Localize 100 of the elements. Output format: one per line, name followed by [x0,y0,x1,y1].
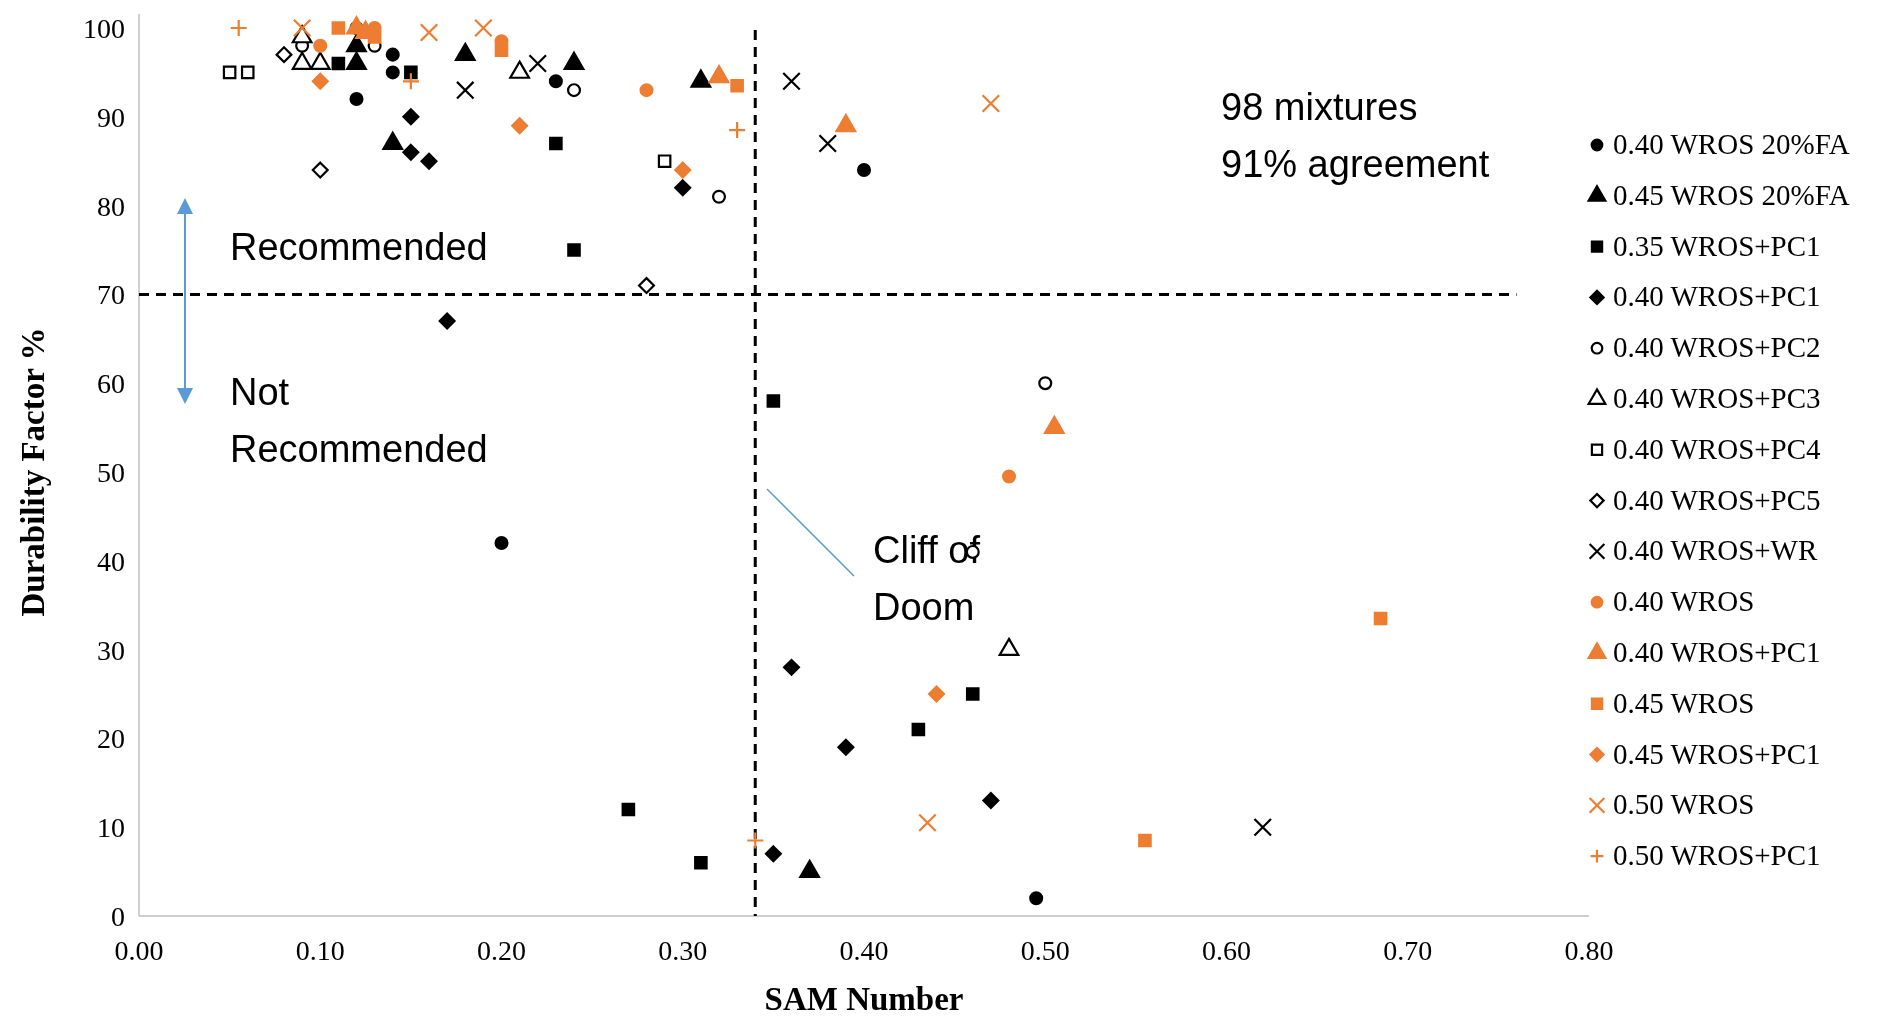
point [1029,891,1044,906]
point [402,143,420,161]
x-tick-label: 0.30 [658,935,708,966]
x-tick-label: 0.20 [477,935,526,966]
point [747,832,764,849]
point [766,394,781,408]
y-tick-label: 0 [111,901,125,932]
point [455,80,475,100]
point [349,92,364,107]
point [420,152,438,170]
point [1253,817,1273,837]
point [764,845,782,863]
y-tick-label: 10 [97,812,125,844]
y-tick-label: 90 [97,101,125,133]
point [1373,611,1388,626]
point [729,122,746,139]
y-tick-label: 20 [97,723,125,755]
point [311,72,329,90]
point [367,30,382,44]
y-tick-label: 100 [83,13,125,44]
x-tick-label: 0.50 [1020,935,1070,966]
point [837,738,855,756]
point [566,83,582,98]
x-tick-label: 0.80 [1564,935,1614,966]
point [275,46,293,64]
legend-label: 0.45 WROS 20%FA [1613,178,1850,211]
point [782,658,801,676]
point [856,163,872,178]
point [567,243,581,257]
y-tick-label: 30 [97,634,125,666]
annotation: Recommended [230,226,488,268]
legend-label: 0.40 WROS+PC4 [1613,432,1822,465]
legend-label: 0.45 WROS+PC1 [1613,737,1821,770]
y-tick-label: 60 [97,368,125,400]
x-tick-label: 0.60 [1202,935,1251,966]
legend-label: 0.50 WROS [1613,788,1755,821]
point [711,189,727,204]
y-axis-title: Durability Factor % [15,327,51,617]
legend-label: 0.45 WROS [1613,686,1755,719]
annotation: Not Recommended [230,371,488,470]
annotation: 98 mixtures [1221,86,1418,128]
point [402,108,420,126]
legend-label: 0.40 WROS+PC3 [1613,382,1821,414]
point [313,38,328,53]
point [730,78,744,93]
point [494,43,509,57]
point [657,154,672,168]
point [292,18,312,38]
point [694,855,708,870]
point [331,21,346,35]
point [511,117,529,135]
point [818,134,838,153]
y-tick-label: 40 [97,545,125,577]
legend-label: 0.40 WROS [1613,585,1755,618]
point [1001,469,1017,484]
point [419,23,439,42]
point [1038,376,1053,391]
point [637,277,656,295]
y-tick-label: 50 [97,457,125,488]
legend-label: 0.40 WROS 20%FA [1613,128,1850,160]
point [385,47,400,62]
y-tick-label: 70 [97,279,125,311]
point [911,722,926,737]
point [674,161,692,179]
point [331,56,346,71]
point [982,792,1000,810]
annotation: 91% agreement [1221,143,1490,185]
point [965,687,980,701]
legend-label: 0.40 WROS+PC1 [1613,280,1821,313]
legend-label: 0.40 WROS+PC1 [1613,636,1821,668]
point [621,802,636,817]
point [548,74,563,89]
x-axis-title: SAM Number [764,981,964,1017]
legend-label: 0.40 WROS+WR [1613,534,1818,567]
x-tick-label: 0.00 [114,935,164,966]
point [474,18,493,38]
point [782,71,801,91]
x-tick-label: 0.70 [1383,935,1433,966]
point [240,65,255,80]
point [981,94,1001,113]
point [402,73,419,90]
point [674,179,692,197]
point [222,65,237,80]
point [639,83,654,98]
point [385,65,400,80]
point [927,685,946,703]
point [230,20,247,36]
point [438,312,456,330]
point [549,136,563,151]
x-tick-label: 0.10 [295,935,345,966]
legend-label: 0.50 WROS+PC1 [1613,839,1821,872]
y-tick-label: 80 [97,190,125,222]
x-tick-label: 0.40 [839,935,889,966]
point [528,54,548,73]
point [918,813,937,833]
point [494,536,509,551]
point [1138,833,1152,848]
legend-label: 0.40 WROS+PC5 [1613,483,1821,516]
point [311,161,329,179]
legend-label: 0.35 WROS+PC1 [1613,229,1821,262]
